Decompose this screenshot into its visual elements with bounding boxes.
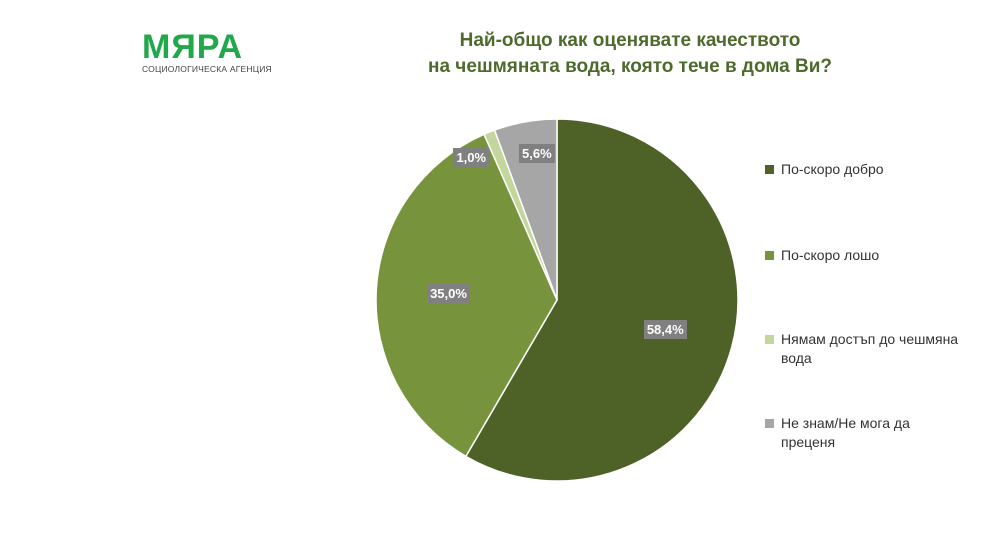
legend-item-1: По-скоро добро xyxy=(765,160,965,179)
data-label-3: 1,0% xyxy=(453,147,490,167)
legend-item-3: Нямам достъп до чешмяна вода xyxy=(765,330,965,368)
chart-title-line-2: на чешмяната вода, която тече в дома Ви? xyxy=(427,56,832,77)
legend-label-2: По-скоро лошо xyxy=(781,247,880,263)
logo-subtitle: СОЦИОЛОГИЧЕСКА АГЕНЦИЯ xyxy=(142,64,272,74)
data-label-2: 35,0% xyxy=(427,284,470,304)
logo-name: МЯРА xyxy=(142,28,244,66)
legend-swatch-2 xyxy=(765,251,774,260)
legend-label-1: По-скоро добро xyxy=(781,161,884,177)
pie-slice-4 xyxy=(493,118,558,301)
chart-title: Най-общо как оценявате качеството на чеш… xyxy=(380,28,880,80)
legend-swatch-4 xyxy=(765,419,774,428)
legend-label-4: Не знам/Не мога да преценя xyxy=(781,415,910,450)
chart-title-line-1: Най-общо как оценявате качеството xyxy=(459,30,801,51)
legend-label-3: Нямам достъп до чешмяна вода xyxy=(781,331,959,366)
legend-item-2: По-скоро лошо xyxy=(765,246,965,265)
legend-item-4: Не знам/Не мога да преценя xyxy=(765,414,965,452)
data-label-1: 58,4% xyxy=(643,319,687,339)
logo: МЯРА СОЦИОЛОГИЧЕСКА АГЕНЦИЯ xyxy=(142,30,272,74)
legend-swatch-1 xyxy=(765,165,774,174)
data-label-4: 5,6% xyxy=(519,144,555,164)
pie-slice-1 xyxy=(464,118,739,482)
legend-swatch-3 xyxy=(765,335,774,344)
